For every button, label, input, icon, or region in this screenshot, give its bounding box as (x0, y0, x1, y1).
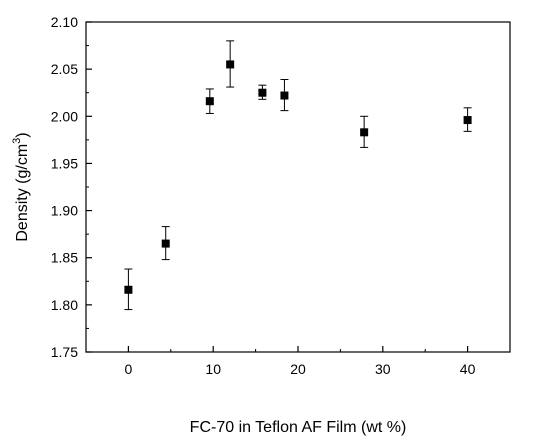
y-tick-label: 1.85 (51, 250, 78, 266)
data-point-marker (258, 88, 267, 97)
data-point-marker (161, 239, 170, 248)
y-axis-title: Density (g/cm3) (11, 132, 31, 241)
y-axis-title-close: ) (14, 132, 31, 137)
y-axis-title-main: Density (g/cm (14, 144, 31, 242)
y-tick-label: 1.75 (51, 344, 78, 360)
x-axis-title: FC-70 in Teflon AF Film (wt %) (190, 419, 407, 436)
y-tick-label: 2.00 (51, 108, 78, 124)
data-point-marker (463, 116, 472, 125)
y-axis-ticks: 1.75 1.80 1.85 1.90 1.95 2.00 2.05 2.10 (51, 14, 92, 360)
x-tick-label: 30 (375, 361, 391, 377)
x-tick-label: 40 (460, 361, 476, 377)
x-tick-label: 10 (205, 361, 221, 377)
data-points (124, 60, 472, 294)
x-axis-ticks: 0 10 20 30 40 (85, 346, 511, 377)
data-point-marker (124, 285, 133, 294)
y-tick-label: 1.90 (51, 203, 78, 219)
y-tick-label: 1.95 (51, 155, 78, 171)
y-tick-label: 2.10 (51, 14, 78, 30)
data-point-marker (226, 60, 235, 69)
y-axis-title-superscript: 3 (11, 138, 23, 144)
error-bars (124, 40, 472, 311)
data-point-marker (280, 91, 289, 100)
x-tick-label: 20 (290, 361, 306, 377)
data-point-marker (360, 128, 369, 137)
plot-frame (85, 21, 511, 353)
y-tick-label: 2.05 (51, 61, 78, 77)
y-tick-label: 1.80 (51, 297, 78, 313)
x-tick-label: 0 (125, 361, 133, 377)
data-point-marker (205, 97, 214, 106)
